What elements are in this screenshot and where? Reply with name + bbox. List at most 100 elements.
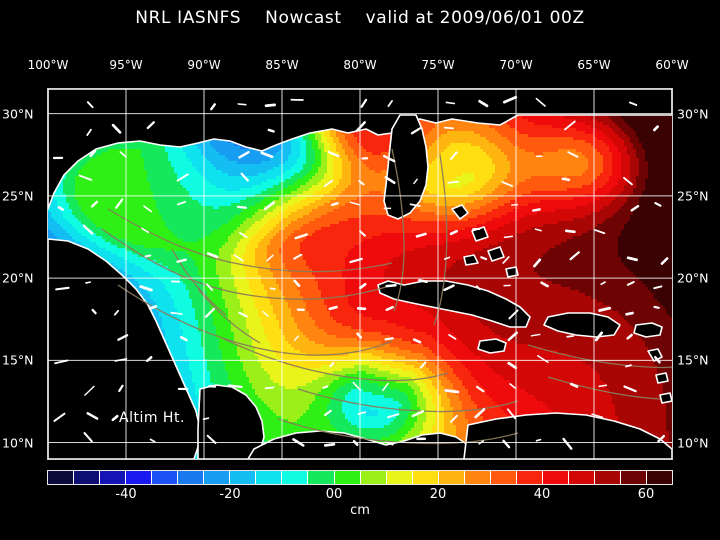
current-vector bbox=[412, 338, 422, 344]
lon-tick-label: 60°W bbox=[655, 58, 688, 72]
current-vector bbox=[266, 254, 274, 262]
current-vector bbox=[562, 437, 573, 450]
current-vector bbox=[569, 382, 579, 388]
current-vector bbox=[535, 438, 542, 442]
colorbar-swatch[interactable] bbox=[621, 471, 648, 484]
lon-tick-label: 65°W bbox=[577, 58, 610, 72]
colorbar-swatch[interactable] bbox=[204, 471, 231, 484]
colorbar-tick-label: 60 bbox=[638, 487, 655, 502]
current-vector bbox=[55, 286, 70, 291]
colorbar-swatch[interactable] bbox=[647, 471, 673, 484]
map-plot-area[interactable]: Altim Ht. bbox=[47, 88, 673, 460]
colorbar-swatch[interactable] bbox=[542, 471, 569, 484]
current-vector bbox=[382, 382, 389, 392]
field-label: Altim Ht. bbox=[119, 410, 185, 426]
current-vector bbox=[411, 410, 425, 418]
current-vector bbox=[227, 384, 243, 389]
colorbar-swatch[interactable] bbox=[516, 471, 543, 484]
colorbar-swatch[interactable] bbox=[360, 471, 387, 484]
current-vector bbox=[622, 176, 633, 186]
current-vector bbox=[653, 305, 660, 309]
colorbar-swatch[interactable] bbox=[568, 471, 595, 484]
current-vector bbox=[141, 227, 150, 234]
colorbar-swatch[interactable] bbox=[126, 471, 153, 484]
colorbar-swatch[interactable] bbox=[282, 471, 309, 484]
current-vector bbox=[323, 442, 336, 447]
colorbar-swatch[interactable] bbox=[256, 471, 283, 484]
current-vector bbox=[90, 200, 99, 208]
current-vector bbox=[145, 356, 153, 363]
current-vector bbox=[144, 254, 152, 258]
current-vector bbox=[474, 408, 486, 419]
colorbar-swatch[interactable] bbox=[334, 471, 361, 484]
current-vector bbox=[540, 281, 549, 288]
current-vector bbox=[149, 438, 156, 443]
current-vector bbox=[205, 283, 214, 292]
current-vector bbox=[623, 385, 637, 393]
current-vector bbox=[322, 385, 329, 389]
current-vector bbox=[143, 205, 153, 213]
current-vector bbox=[443, 284, 455, 292]
colorbar-swatch[interactable] bbox=[178, 471, 205, 484]
current-vector bbox=[626, 256, 638, 262]
colorbar-swatch[interactable] bbox=[490, 471, 517, 484]
colorbar-swatch[interactable] bbox=[594, 471, 622, 484]
current-vector-field bbox=[52, 95, 669, 450]
current-vector bbox=[146, 121, 155, 130]
colorbar-swatch[interactable] bbox=[386, 471, 413, 484]
colorbar-swatch[interactable] bbox=[100, 471, 127, 484]
current-vector bbox=[293, 279, 301, 288]
current-vector bbox=[324, 409, 332, 417]
current-vector bbox=[502, 95, 518, 104]
colorbar-swatch[interactable] bbox=[74, 471, 101, 484]
lon-tick-label: 80°W bbox=[343, 58, 376, 72]
current-vector bbox=[564, 229, 576, 234]
colorbar-tick-label: 40 bbox=[534, 487, 551, 502]
current-vector bbox=[443, 256, 451, 260]
lat-tick-label: 25°N bbox=[677, 188, 709, 203]
colorbar[interactable] bbox=[47, 470, 673, 485]
current-vector bbox=[530, 333, 541, 337]
colorbar-swatch[interactable] bbox=[412, 471, 439, 484]
current-vector bbox=[262, 310, 269, 317]
colorbar-swatch[interactable] bbox=[230, 471, 257, 484]
current-vector bbox=[535, 97, 546, 107]
lat-tick-label: 15°N bbox=[2, 353, 34, 368]
current-vector bbox=[475, 385, 485, 393]
colorbar-swatch[interactable] bbox=[308, 471, 335, 484]
colorbar-units: cm bbox=[0, 503, 720, 518]
current-vector bbox=[238, 311, 248, 318]
current-vector bbox=[598, 306, 612, 312]
current-vector bbox=[384, 176, 396, 185]
current-vector bbox=[117, 334, 129, 341]
current-vector bbox=[360, 98, 368, 108]
colorbar-swatch[interactable] bbox=[438, 471, 465, 484]
current-vector bbox=[626, 333, 633, 340]
current-vector bbox=[206, 434, 217, 444]
current-vector bbox=[447, 180, 460, 184]
current-vector bbox=[660, 257, 669, 265]
current-vector bbox=[267, 128, 275, 133]
current-vector bbox=[264, 386, 275, 390]
current-vector bbox=[657, 434, 666, 443]
current-vector bbox=[352, 440, 359, 446]
map-canvas bbox=[48, 89, 672, 459]
lon-tick-label: 100°W bbox=[28, 58, 69, 72]
colorbar-swatch[interactable] bbox=[48, 471, 75, 484]
current-vector bbox=[329, 362, 335, 368]
current-vector bbox=[323, 179, 334, 187]
current-vector bbox=[653, 285, 663, 290]
current-vector bbox=[86, 101, 94, 109]
current-vector bbox=[349, 257, 363, 264]
current-vector bbox=[385, 441, 394, 446]
current-vector bbox=[502, 256, 510, 264]
lat-tick-label: 15°N bbox=[677, 353, 709, 368]
current-vector bbox=[260, 151, 274, 159]
colorbar-swatch[interactable] bbox=[152, 471, 179, 484]
current-vector bbox=[534, 228, 542, 232]
current-vector bbox=[111, 414, 119, 422]
current-vector bbox=[480, 256, 488, 261]
current-vector bbox=[385, 305, 394, 312]
colorbar-swatch[interactable] bbox=[464, 471, 491, 484]
